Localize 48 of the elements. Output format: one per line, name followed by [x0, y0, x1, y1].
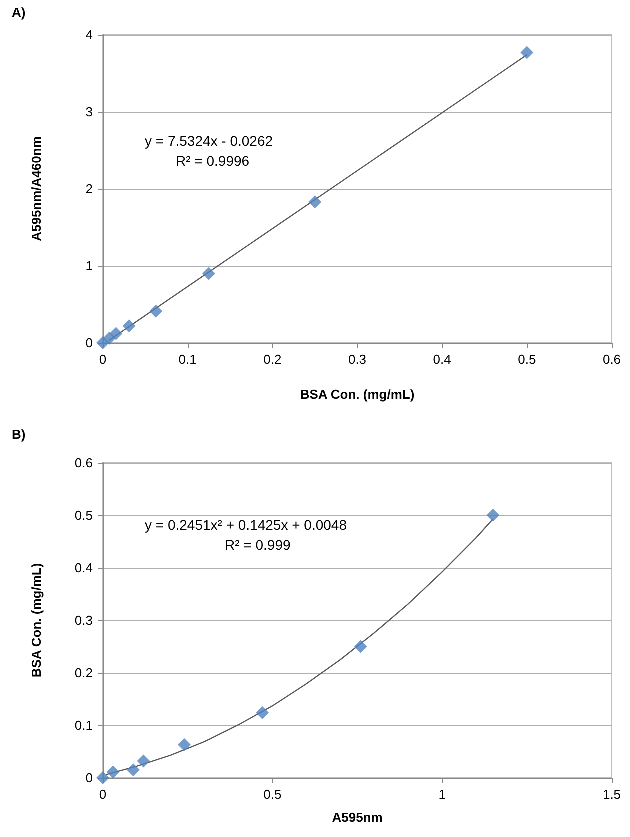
point: [106, 766, 120, 779]
x-tick-label: 0.4: [433, 352, 452, 367]
x-tick-label: 0.1: [178, 352, 197, 367]
annotation: R² = 0.9996: [176, 153, 250, 169]
point: [96, 772, 110, 784]
point: [122, 320, 136, 333]
x-tick-label: 0: [99, 352, 107, 367]
y-axis-title: BSA Con. (mg/mL): [29, 563, 44, 678]
point: [127, 764, 140, 777]
chart-title: B): [12, 427, 26, 442]
y-tick-label: 0: [86, 770, 93, 786]
x-tick-label: 1: [438, 787, 446, 802]
y-axis-title: A595nm/A460nm: [29, 136, 44, 242]
point: [308, 196, 322, 209]
x-tick-label: 0.5: [518, 352, 536, 367]
y-tick-label: 0.5: [74, 508, 93, 523]
annotation: y = 7.5324x - 0.0262: [145, 133, 274, 149]
point: [96, 336, 110, 350]
x-tick-label: 0.6: [602, 352, 622, 367]
point: [256, 706, 269, 720]
annotation: R² = 0.999: [225, 537, 291, 553]
x-tick-label: 1.5: [602, 787, 622, 802]
point: [178, 738, 191, 752]
x-tick-label: 0.5: [264, 787, 282, 802]
point: [202, 267, 216, 280]
point: [150, 304, 163, 318]
x-axis-title: A595nm: [332, 810, 383, 825]
chart-title: A): [12, 5, 26, 20]
x-tick-label: 0.2: [264, 352, 282, 367]
annotation: y = 0.2451x² + 0.1425x + 0.0048: [145, 517, 348, 533]
x-tick-label: 0.3: [348, 352, 367, 367]
y-tick-label: 0.2: [74, 666, 93, 680]
y-tick-label: 0.1: [74, 718, 93, 733]
x-axis-title: BSA Con. (mg/mL): [300, 387, 415, 402]
x-tick-label: 0: [99, 787, 107, 802]
y-tick-label: 0.3: [74, 613, 93, 628]
point: [520, 46, 534, 60]
y-tick-label: 0: [86, 336, 93, 350]
point: [110, 327, 123, 340]
y-tick-label: 0.6: [74, 456, 93, 470]
point: [354, 640, 368, 654]
y-tick-label: 4: [86, 28, 93, 42]
point: [486, 509, 500, 522]
y-tick-label: 2: [86, 182, 93, 196]
y-tick-label: 0.4: [74, 560, 93, 576]
point: [137, 754, 150, 768]
y-tick-label: 3: [86, 104, 93, 120]
y-tick-label: 1: [86, 258, 93, 274]
